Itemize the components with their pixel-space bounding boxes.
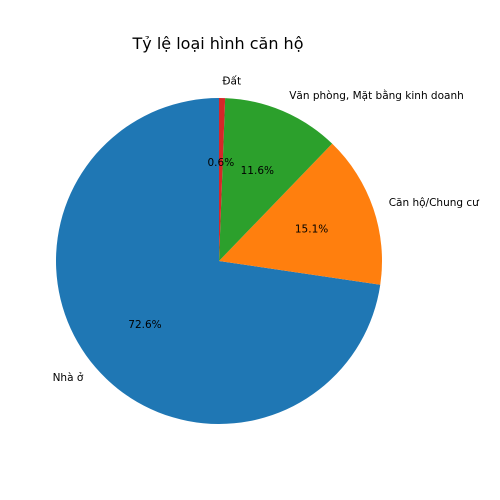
pie-pct-dat: 0.6% — [208, 157, 235, 169]
pie-pct-van-phong-mat-bang-kinh-doanh: 11.6% — [241, 165, 274, 177]
pie-pct-nha-o: 72.6% — [128, 319, 161, 331]
pie-label-dat: Đất — [222, 76, 241, 88]
pie-label-van-phong-mat-bang-kinh-doanh: Văn phòng, Mặt bằng kinh doanh — [289, 89, 464, 102]
chart-title: Tỷ lệ loại hình căn hộ — [132, 34, 304, 53]
pie-slice-dat — [219, 98, 226, 261]
pie-label-nha-o: Nhà ở — [53, 372, 84, 384]
pie-slices — [56, 98, 383, 424]
pie-labels: Nhà ở 72.6% Căn hộ/Chung cư 15.1% Văn phòng,… — [53, 76, 481, 384]
pie-slice-van-phong-mat-bang-kinh-doanh — [219, 98, 333, 261]
pie-slice-can-ho-chung-cu — [219, 143, 383, 285]
pie-slice-nha-o — [56, 98, 381, 424]
pie-label-can-ho-chung-cu: Căn hộ/Chung cư — [389, 197, 480, 209]
pie-pct-can-ho-chung-cu: 15.1% — [295, 223, 328, 235]
